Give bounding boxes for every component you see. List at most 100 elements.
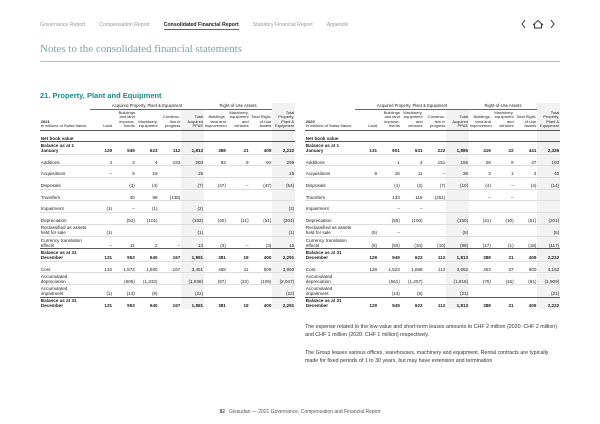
cell: 10: [272, 235, 295, 249]
cell: 112: [423, 248, 447, 262]
cell: (101): [135, 211, 159, 225]
cell: (34): [400, 235, 424, 249]
cell: [158, 165, 182, 178]
cell: [226, 165, 250, 178]
row-label: Additions: [40, 153, 91, 166]
cell: [90, 211, 113, 225]
cell: 2,326: [537, 141, 560, 155]
cell: 953: [112, 248, 136, 262]
cell: 400: [249, 296, 273, 310]
nav-link[interactable]: Statutory Financial Report: [252, 22, 313, 28]
cell: 2,291: [272, 248, 295, 262]
row-label: Cost: [305, 260, 356, 273]
row-label: Balance as at 1 January: [40, 141, 91, 155]
cell: 3,960: [272, 260, 295, 273]
cell: –: [226, 176, 250, 190]
cell: 37: [514, 153, 538, 166]
table-row: Accumulated depreciation (606) (1,332) (1,9…: [40, 272, 295, 285]
home-icon[interactable]: [532, 19, 544, 29]
cell: 193: [158, 153, 182, 166]
cell: (51): [249, 211, 273, 225]
nav-link[interactable]: Consolidated Financial Report: [163, 22, 239, 30]
cell: 1,523: [377, 260, 401, 273]
cell: [423, 223, 447, 237]
cell: (1): [90, 284, 113, 298]
cell: (41): [468, 211, 492, 225]
forward-icon[interactable]: [550, 19, 555, 29]
cell: (204): [272, 211, 295, 225]
row-label: Balance as at 1 January: [305, 141, 356, 155]
cell: [158, 200, 182, 213]
cell: [112, 129, 136, 142]
column-header: Buildings and land improve-ments: [377, 109, 401, 131]
cell: (3): [249, 235, 273, 249]
cell: (21): [446, 284, 469, 298]
cell: 441: [514, 141, 538, 155]
nav-link[interactable]: Compensation Report: [99, 22, 150, 28]
cell: 112: [158, 141, 182, 155]
table-row: Net book value: [40, 129, 295, 142]
table-row: Transfers 40 98 (138): [40, 188, 295, 201]
cell: 381: [203, 248, 227, 262]
cell: 1,813: [446, 248, 469, 262]
back-icon[interactable]: [521, 19, 526, 29]
cell: 400: [249, 248, 273, 262]
row-label: Net book value: [305, 129, 356, 142]
cell: 36: [446, 165, 469, 178]
row-label: Net book value: [40, 129, 91, 142]
cell: 949: [377, 296, 401, 310]
cell: (22): [272, 284, 295, 298]
row-label: Balance as at 31 December: [305, 296, 356, 310]
cell: 388: [468, 296, 492, 310]
cell: 1: [491, 165, 515, 178]
cell: [90, 176, 113, 190]
cell: (5): [537, 223, 560, 237]
cell: 409: [249, 141, 273, 155]
cell: [355, 211, 378, 225]
cell: [249, 200, 273, 213]
cell: 131: [90, 248, 113, 262]
row-label: Balance as at 31 December: [40, 248, 91, 262]
cell: 4: [400, 153, 424, 166]
row-label: Disposals: [305, 176, 356, 190]
cell: [90, 272, 113, 285]
table-row: Depreciation (52) (101) (153) (40) (11) (51) (2…: [40, 211, 295, 225]
cell: [446, 200, 469, 213]
cell: 623: [400, 296, 424, 310]
cell: (2): [181, 200, 204, 213]
cell: 193: [537, 153, 560, 166]
cell: 9: [355, 165, 378, 178]
cell: 949: [377, 248, 401, 262]
cell: (21): [537, 284, 560, 298]
cell: (16): [491, 272, 515, 285]
cell: 381: [203, 296, 227, 310]
cell: (4): [468, 176, 492, 190]
cell: (1): [491, 235, 515, 249]
cell: [423, 200, 447, 213]
row-label: Accumulated depreciation: [305, 272, 356, 285]
cell: [491, 284, 515, 298]
cell: 623: [400, 248, 424, 262]
cell: 2,222: [537, 248, 560, 262]
table-row: Net book value: [305, 129, 560, 142]
table-row: Disposals (3) (4) (7) (47) – (47) (54): [40, 176, 295, 190]
cell: [249, 165, 273, 178]
table-row: Cost 129 1,523 1,888 112 3,652 463 37 500 4,152: [305, 260, 560, 273]
cell: –: [90, 235, 113, 249]
cell: 1,572: [112, 260, 136, 273]
footer: 82 Givaudan — 2021 Governance, Compensati…: [0, 409, 600, 415]
row-label: Accumulated impairment: [40, 284, 91, 298]
cell: 131: [355, 141, 378, 155]
cell: (10): [491, 211, 515, 225]
cell: 4: [90, 153, 113, 166]
table-row: Currency translation effects –11 2–13 (3) –(…: [40, 235, 295, 249]
column-header: Total Right-of-Use Assets: [249, 109, 273, 131]
nav-link[interactable]: Appendix: [326, 22, 349, 28]
cell: (52): [112, 211, 136, 225]
column-header: Construc-tion in progress: [423, 109, 447, 131]
nav-link[interactable]: Governance Report: [40, 22, 86, 28]
cell: 409: [514, 296, 538, 310]
cell: (47): [203, 176, 227, 190]
cell: [491, 200, 515, 213]
cell: (51): [514, 211, 538, 225]
